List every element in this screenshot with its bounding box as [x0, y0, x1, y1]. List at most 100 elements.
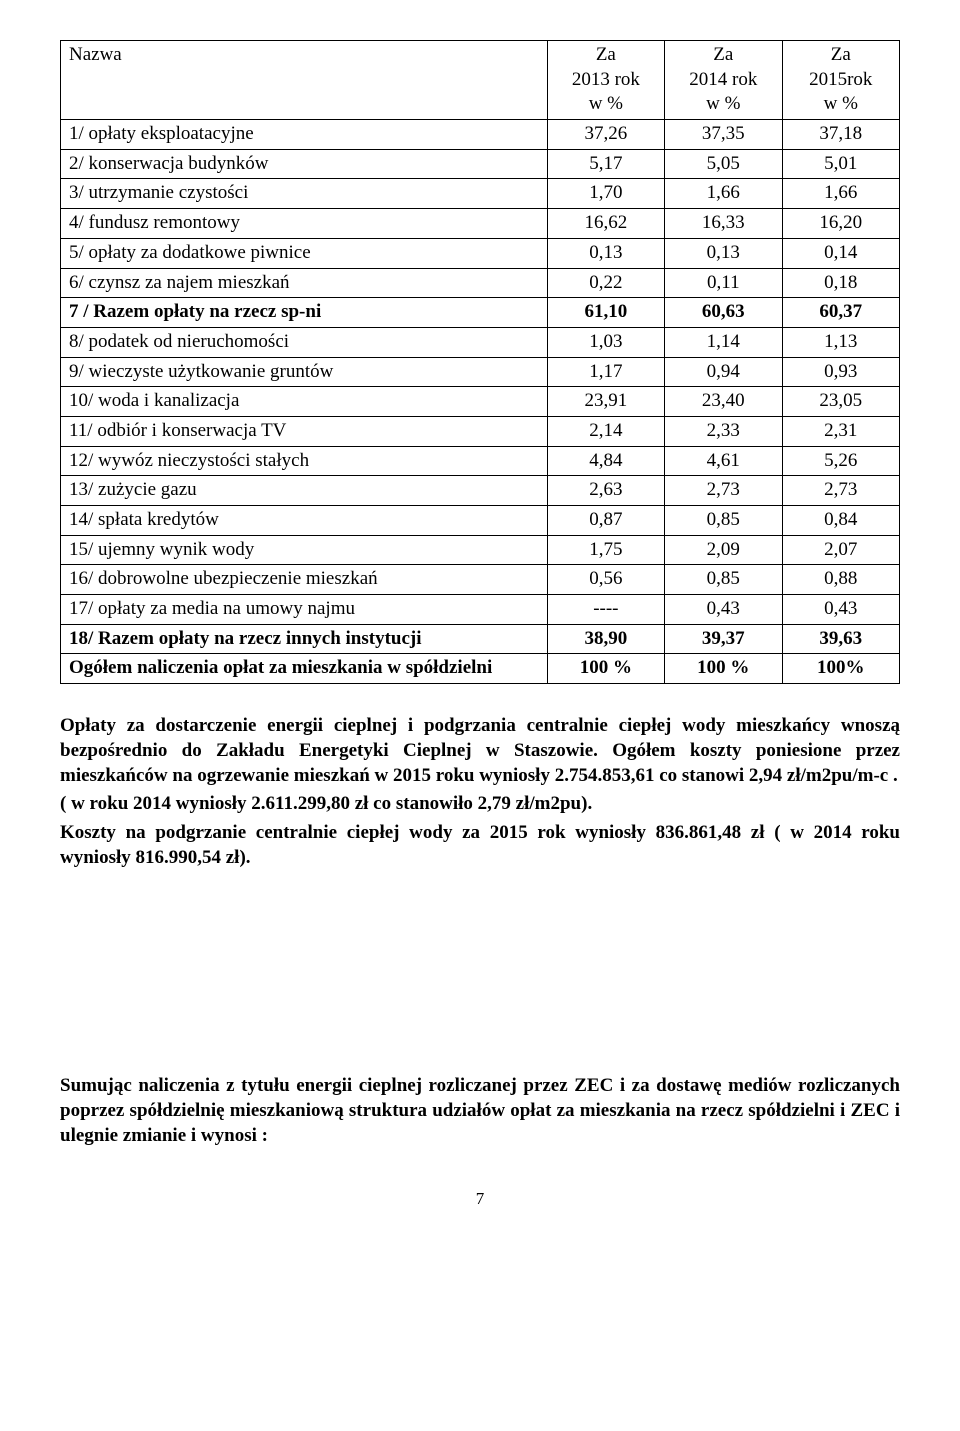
row-name-cell: 7 / Razem opłaty na rzecz sp-ni	[61, 298, 548, 328]
row-value-cell: 1,17	[547, 357, 664, 387]
page-number: 7	[60, 1188, 900, 1210]
table-row: 8/ podatek od nieruchomości1,031,141,13	[61, 327, 900, 357]
paragraph-3: Koszty na podgrzanie centralnie ciepłej …	[60, 821, 900, 870]
table-row: 16/ dobrowolne ubezpieczenie mieszkań0,5…	[61, 565, 900, 595]
row-value-cell: 0,18	[782, 268, 899, 298]
row-value-cell: 100 %	[665, 654, 782, 684]
row-name-cell: 18/ Razem opłaty na rzecz innych instytu…	[61, 624, 548, 654]
row-value-cell: 0,88	[782, 565, 899, 595]
table-row: 18/ Razem opłaty na rzecz innych instytu…	[61, 624, 900, 654]
row-value-cell: 0,14	[782, 238, 899, 268]
row-value-cell: 4,84	[547, 446, 664, 476]
row-value-cell: 39,37	[665, 624, 782, 654]
paragraph-4: Sumując naliczenia z tytułu energii ciep…	[60, 1074, 900, 1148]
table-row: 17/ opłaty za media na umowy najmu----0,…	[61, 595, 900, 625]
row-value-cell: 0,94	[665, 357, 782, 387]
table-row: Ogółem naliczenia opłat za mieszkania w …	[61, 654, 900, 684]
row-value-cell: 60,63	[665, 298, 782, 328]
row-value-cell: 2,63	[547, 476, 664, 506]
table-row: 9/ wieczyste użytkowanie gruntów1,170,94…	[61, 357, 900, 387]
row-value-cell: 37,35	[665, 120, 782, 150]
row-name-cell: 14/ spłata kredytów	[61, 506, 548, 536]
row-name-cell: 1/ opłaty eksploatacyjne	[61, 120, 548, 150]
row-name-cell: 3/ utrzymanie czystości	[61, 179, 548, 209]
row-value-cell: 38,90	[547, 624, 664, 654]
row-value-cell: 2,07	[782, 535, 899, 565]
row-value-cell: 100%	[782, 654, 899, 684]
row-value-cell: 5,05	[665, 149, 782, 179]
row-name-cell: 15/ ujemny wynik wody	[61, 535, 548, 565]
table-row: 10/ woda i kanalizacja23,9123,4023,05	[61, 387, 900, 417]
fees-table: Nazwa Za 2013 rok w % Za 2014 rok w % Za…	[60, 40, 900, 684]
row-value-cell: 0,85	[665, 565, 782, 595]
row-value-cell: 2,09	[665, 535, 782, 565]
table-row: 5/ opłaty za dodatkowe piwnice0,130,130,…	[61, 238, 900, 268]
row-value-cell: 0,11	[665, 268, 782, 298]
row-value-cell: 5,26	[782, 446, 899, 476]
row-name-cell: 6/ czynsz za najem mieszkań	[61, 268, 548, 298]
header-col2: Za 2014 rok w %	[665, 41, 782, 120]
row-value-cell: 1,14	[665, 327, 782, 357]
row-value-cell: 0,87	[547, 506, 664, 536]
row-name-cell: 12/ wywóz nieczystości stałych	[61, 446, 548, 476]
row-value-cell: 1,70	[547, 179, 664, 209]
row-value-cell: 0,56	[547, 565, 664, 595]
header-name: Nazwa	[69, 44, 122, 65]
row-name-cell: 13/ zużycie gazu	[61, 476, 548, 506]
row-value-cell: 1,66	[782, 179, 899, 209]
row-value-cell: 2,73	[782, 476, 899, 506]
row-name-cell: 9/ wieczyste użytkowanie gruntów	[61, 357, 548, 387]
row-value-cell: 37,26	[547, 120, 664, 150]
row-value-cell: 23,91	[547, 387, 664, 417]
table-row: 3/ utrzymanie czystości1,701,661,66	[61, 179, 900, 209]
row-value-cell: 23,40	[665, 387, 782, 417]
table-row: 1/ opłaty eksploatacyjne37,2637,3537,18	[61, 120, 900, 150]
row-name-cell: 8/ podatek od nieruchomości	[61, 327, 548, 357]
row-value-cell: 0,13	[547, 238, 664, 268]
row-value-cell: ----	[547, 595, 664, 625]
header-name-cell: Nazwa	[61, 41, 548, 120]
row-value-cell: 0,85	[665, 506, 782, 536]
row-name-cell: Ogółem naliczenia opłat za mieszkania w …	[61, 654, 548, 684]
row-value-cell: 39,63	[782, 624, 899, 654]
row-name-cell: 16/ dobrowolne ubezpieczenie mieszkań	[61, 565, 548, 595]
table-row: 2/ konserwacja budynków5,175,055,01	[61, 149, 900, 179]
row-name-cell: 4/ fundusz remontowy	[61, 209, 548, 239]
row-value-cell: 1,03	[547, 327, 664, 357]
table-row: 11/ odbiór i konserwacja TV2,142,332,31	[61, 416, 900, 446]
row-value-cell: 5,17	[547, 149, 664, 179]
row-name-cell: 11/ odbiór i konserwacja TV	[61, 416, 548, 446]
row-value-cell: 0,43	[782, 595, 899, 625]
header-col1: Za 2013 rok w %	[547, 41, 664, 120]
row-value-cell: 2,33	[665, 416, 782, 446]
row-name-cell: 17/ opłaty za media na umowy najmu	[61, 595, 548, 625]
row-value-cell: 23,05	[782, 387, 899, 417]
row-name-cell: 5/ opłaty za dodatkowe piwnice	[61, 238, 548, 268]
row-value-cell: 16,62	[547, 209, 664, 239]
table-row: 13/ zużycie gazu2,632,732,73	[61, 476, 900, 506]
row-value-cell: 5,01	[782, 149, 899, 179]
row-name-cell: 2/ konserwacja budynków	[61, 149, 548, 179]
row-value-cell: 0,43	[665, 595, 782, 625]
row-value-cell: 2,73	[665, 476, 782, 506]
paragraph-1: Opłaty za dostarczenie energii cieplnej …	[60, 714, 900, 788]
table-row: 12/ wywóz nieczystości stałych4,844,615,…	[61, 446, 900, 476]
row-value-cell: 37,18	[782, 120, 899, 150]
paragraph-2: ( w roku 2014 wyniosły 2.611.299,80 zł c…	[60, 792, 900, 817]
table-row: 7 / Razem opłaty na rzecz sp-ni61,1060,6…	[61, 298, 900, 328]
table-row: 15/ ujemny wynik wody1,752,092,07	[61, 535, 900, 565]
row-value-cell: 0,93	[782, 357, 899, 387]
row-value-cell: 0,84	[782, 506, 899, 536]
row-value-cell: 1,13	[782, 327, 899, 357]
table-row: 6/ czynsz za najem mieszkań0,220,110,18	[61, 268, 900, 298]
row-value-cell: 0,22	[547, 268, 664, 298]
row-value-cell: 60,37	[782, 298, 899, 328]
row-value-cell: 2,14	[547, 416, 664, 446]
row-value-cell: 16,33	[665, 209, 782, 239]
row-name-cell: 10/ woda i kanalizacja	[61, 387, 548, 417]
row-value-cell: 0,13	[665, 238, 782, 268]
row-value-cell: 16,20	[782, 209, 899, 239]
table-row: 14/ spłata kredytów0,870,850,84	[61, 506, 900, 536]
row-value-cell: 100 %	[547, 654, 664, 684]
row-value-cell: 4,61	[665, 446, 782, 476]
